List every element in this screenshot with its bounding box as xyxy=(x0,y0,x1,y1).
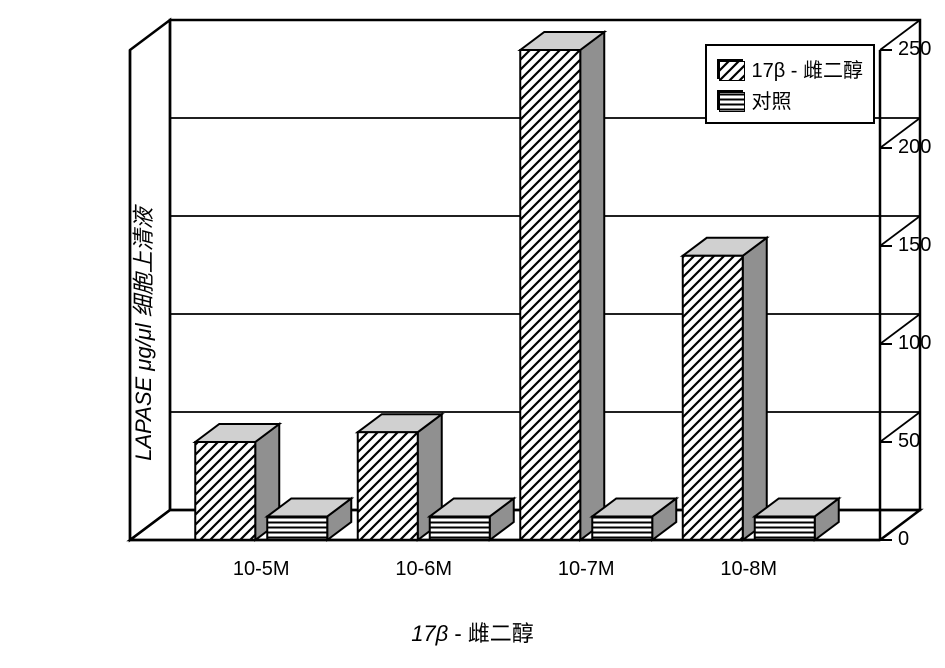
y-axis-label: LAPASE μg/μl 细胞上清液 xyxy=(126,207,158,461)
y-tick-label: 100 xyxy=(898,332,931,355)
x-axis-label-suffix: - 雌二醇 xyxy=(448,621,534,646)
x-tick-label: 10-8M xyxy=(720,558,777,581)
legend-label-control: 对照 xyxy=(751,85,791,114)
chart-container: LAPASE μg/μl 细胞上清液 17β - 雌二醇 17β - 雌二醇 对… xyxy=(0,0,945,668)
legend-swatch-diagonal xyxy=(717,59,743,79)
y-tick-label: 200 xyxy=(898,136,931,159)
legend-item-control: 对照 xyxy=(717,85,863,114)
x-tick-label: 10-7M xyxy=(558,558,615,581)
x-axis-label: 17β - 雌二醇 xyxy=(411,616,534,648)
y-tick-label: 150 xyxy=(898,234,931,257)
y-tick-label: 0 xyxy=(898,528,909,551)
legend-label-estradiol: 17β - 雌二醇 xyxy=(751,54,863,83)
legend-swatch-horizontal xyxy=(717,90,743,110)
y-tick-label: 250 xyxy=(898,38,931,61)
x-tick-label: 10-5M xyxy=(233,558,290,581)
y-tick-label: 50 xyxy=(898,430,920,453)
legend: 17β - 雌二醇 对照 xyxy=(705,44,875,124)
x-tick-label: 10-6M xyxy=(395,558,452,581)
legend-item-estradiol: 17β - 雌二醇 xyxy=(717,54,863,83)
x-axis-label-prefix: 17β xyxy=(411,621,448,646)
